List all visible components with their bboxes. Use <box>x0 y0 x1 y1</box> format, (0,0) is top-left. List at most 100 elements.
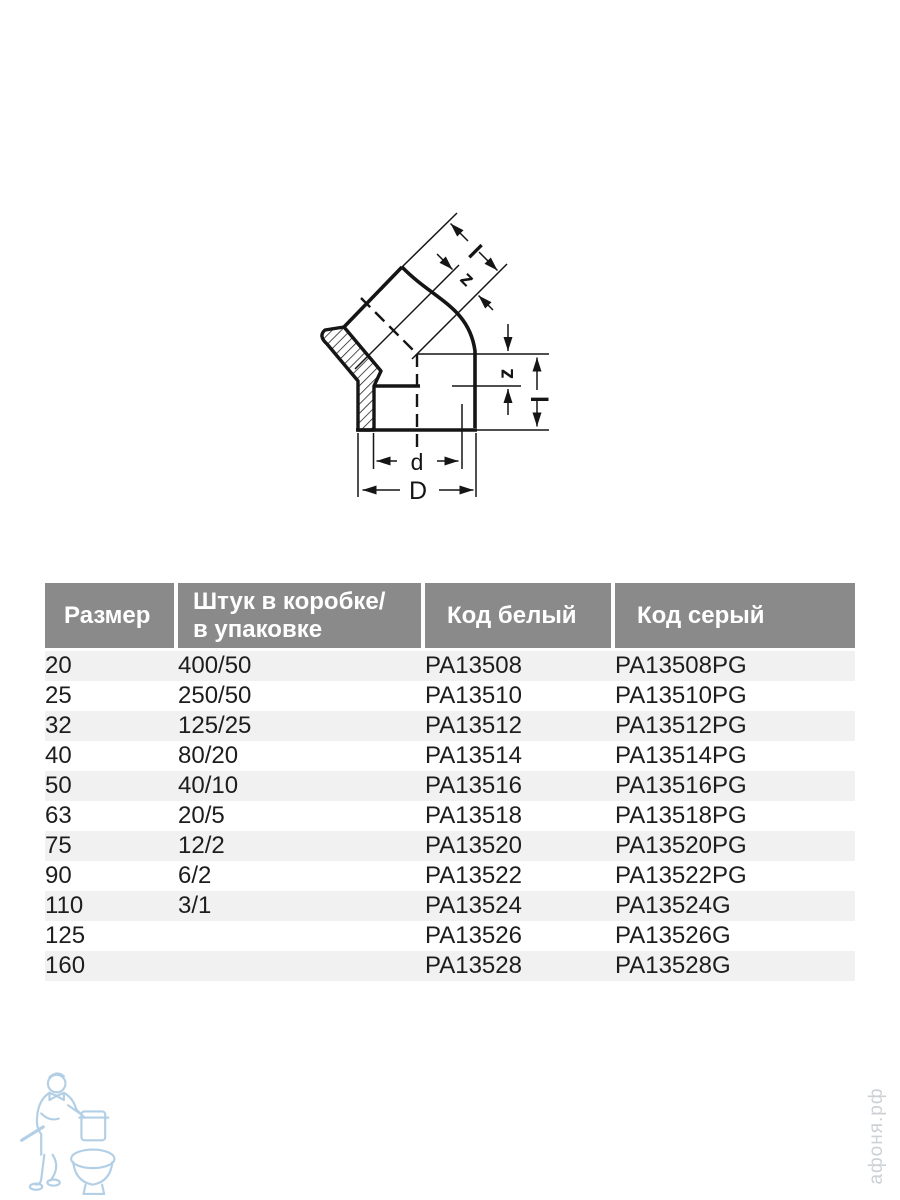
fitting-outline <box>342 265 477 432</box>
table-row: 63 20/5 PA13518 PA13518PG <box>45 801 855 831</box>
table-cell: PA13520 <box>425 832 522 859</box>
plumber-arm-on-tank <box>66 1104 83 1116</box>
table-row: 160 PA13528 PA13528G <box>45 951 855 981</box>
plumber-shoe-right <box>46 1178 61 1187</box>
plumber-leg-left <box>34 1153 46 1186</box>
table-row: 32 125/25 PA13512 PA13512PG <box>45 711 855 741</box>
table-cell: PA13528 <box>425 952 522 979</box>
label-D: D <box>409 477 427 505</box>
table-cell: PA13526G <box>615 922 731 949</box>
label-z-top: z <box>455 267 479 291</box>
header-qty-line2: в упаковке <box>193 615 323 643</box>
header-qty-line1: Штук в коробке/ <box>193 587 386 615</box>
table-cell: 110 <box>45 892 84 919</box>
table-cell: 80/20 <box>178 742 239 769</box>
plumber-leg-right <box>49 1153 58 1182</box>
cut-wall-hatched <box>320 325 383 432</box>
label-d: d <box>411 449 424 475</box>
extension-lines <box>354 212 549 497</box>
table-cell: 40/10 <box>178 772 239 799</box>
table-cell: PA13510 <box>425 682 522 709</box>
table-cell: 20 <box>45 652 72 679</box>
plumber-shoe-left <box>28 1182 44 1191</box>
table-cell: 400/50 <box>178 652 252 679</box>
table-header: Размер Штук в коробке/ в упаковке Код бе… <box>45 583 855 651</box>
table-row: 40 80/20 PA13514 PA13514PG <box>45 741 855 771</box>
table-cell: PA13514PG <box>615 742 747 769</box>
header-code-white-label: Код белый <box>447 601 577 629</box>
table-cell: PA13528G <box>615 952 731 979</box>
plumber-jacket <box>35 1091 51 1156</box>
label-l-right: l <box>525 396 552 403</box>
table-body: 20 400/50 PA13508 PA13508PG 25 250/50 PA13510 P… <box>45 651 855 981</box>
plumber-head <box>46 1073 67 1094</box>
toilet-base <box>82 1183 106 1196</box>
plumber-hair <box>48 1072 65 1079</box>
plumber-jacket-right <box>62 1091 86 1119</box>
table-row: 20 400/50 PA13508 PA13508PG <box>45 651 855 681</box>
table-cell: 125 <box>45 922 86 949</box>
plumber-arm-bent <box>40 1112 60 1121</box>
table-row: 110 3/1 PA13524 PA13524G <box>45 891 855 921</box>
table-cell: PA13524G <box>615 892 731 919</box>
table-row: 50 40/10 PA13516 PA13516PG <box>45 771 855 801</box>
table-cell: 160 <box>45 952 86 979</box>
plumber-bowtie <box>48 1091 65 1102</box>
table-cell: PA13508 <box>425 652 522 679</box>
table-cell <box>178 951 425 981</box>
table-cell: 3/1 <box>178 892 212 919</box>
elbow-technical-drawing: l z z l d D <box>320 212 552 505</box>
table-cell: PA13512 <box>425 712 522 739</box>
table-cell: 250/50 <box>178 682 252 709</box>
table-cell: PA13516 <box>425 772 522 799</box>
table-row: 90 6/2 PA13522 PA13522PG <box>45 861 855 891</box>
table-cell: PA13518PG <box>615 802 747 829</box>
dimension-arrows <box>362 222 542 495</box>
toilet-bowl-rim <box>70 1148 116 1170</box>
table-row: 125 PA13526 PA13526G <box>45 921 855 951</box>
header-qty: Штук в коробке/ в упаковке <box>178 583 425 651</box>
header-size: Размер <box>45 583 178 651</box>
table-cell: 125/25 <box>178 712 252 739</box>
table-cell: PA13522 <box>425 862 522 889</box>
plumber-logo-watermark <box>20 1072 116 1196</box>
toilet-bowl <box>72 1160 114 1186</box>
table-cell: PA13508PG <box>615 652 747 679</box>
product-spec-table: Размер Штук в коробке/ в упаковке Код бе… <box>45 583 855 981</box>
label-l-top: l <box>463 240 487 264</box>
table-cell: PA13510PG <box>615 682 747 709</box>
header-row: Размер Штук в коробке/ в упаковке Код бе… <box>45 583 855 651</box>
table-cell: 20/5 <box>178 802 225 829</box>
table-cell: 75 <box>45 832 72 859</box>
table-cell: PA13512PG <box>615 712 747 739</box>
table-cell: PA13524 <box>425 892 522 919</box>
table-cell: 12/2 <box>178 832 225 859</box>
site-watermark: афоня.рф <box>866 1087 887 1185</box>
table-row: 25 250/50 PA13510 PA13510PG <box>45 681 855 711</box>
table-cell: 40 <box>45 742 72 769</box>
table-cell: 6/2 <box>178 862 212 889</box>
table-cell: PA13526 <box>425 922 522 949</box>
dimension-labels: l z z l d D <box>409 240 552 505</box>
table-cell: PA13522PG <box>615 862 747 889</box>
header-code-white: Код белый <box>425 583 615 651</box>
header-code-grey: Код серый <box>615 583 855 651</box>
label-z-right: z <box>495 369 518 380</box>
table-row: 75 12/2 PA13520 PA13520PG <box>45 831 855 861</box>
centerlines <box>360 297 419 453</box>
table-cell: 32 <box>45 712 72 739</box>
table-cell: 25 <box>45 682 72 709</box>
table-cell: PA13516PG <box>615 772 747 799</box>
toilet-tank <box>80 1110 107 1142</box>
table-cell: PA13520PG <box>615 832 747 859</box>
header-code-grey-label: Код серый <box>637 601 765 629</box>
table-cell: PA13514 <box>425 742 522 769</box>
table-cell: 90 <box>45 862 72 889</box>
header-size-label: Размер <box>64 601 151 629</box>
table-cell: 50 <box>45 772 72 799</box>
plumber-pipe <box>20 1125 45 1142</box>
table-cell: 63 <box>45 802 72 829</box>
table-cell: PA13518 <box>425 802 522 829</box>
table-cell <box>178 921 425 951</box>
